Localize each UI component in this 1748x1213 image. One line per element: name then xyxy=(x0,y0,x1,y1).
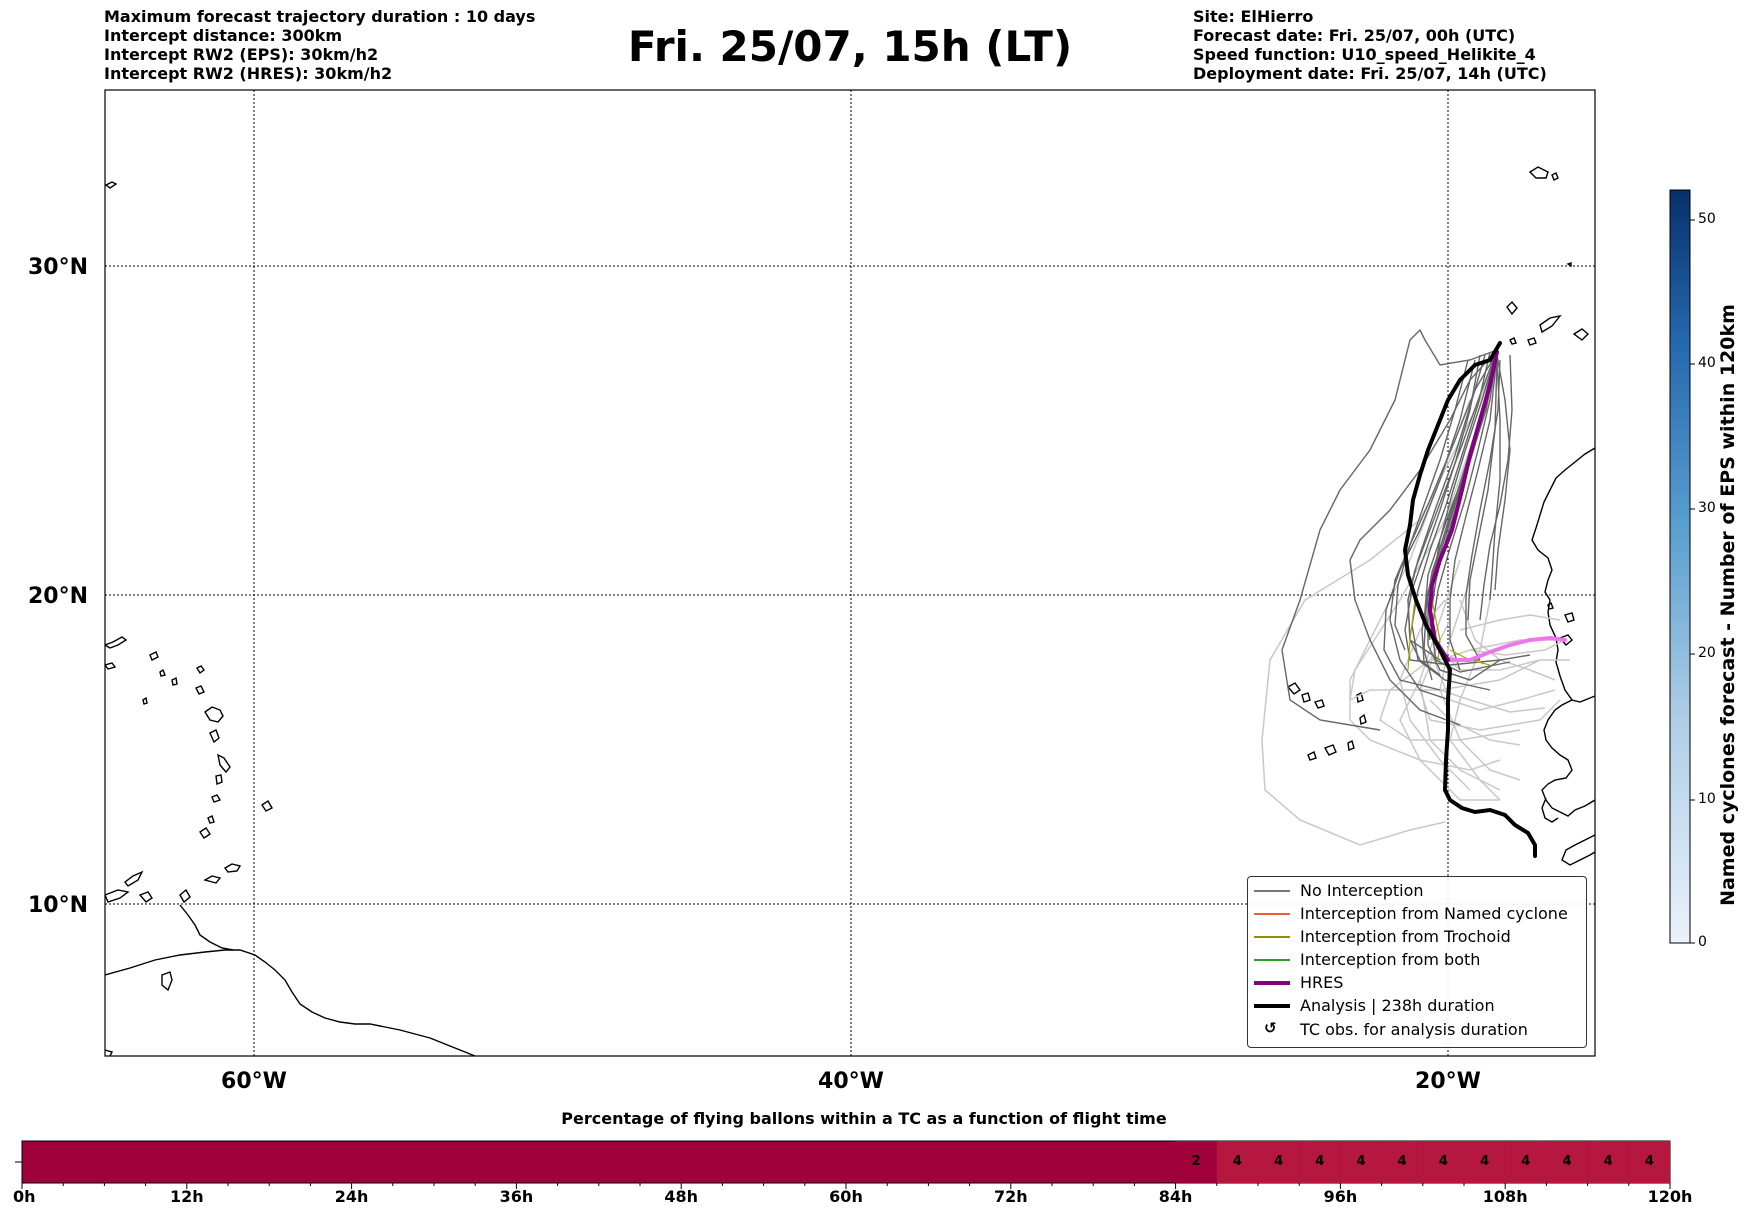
legend-item: Interception from Named cyclone xyxy=(1248,903,1586,925)
lon-label-60w: 60°W xyxy=(221,1069,287,1094)
colorbar-title: Named cyclones forecast - Number of EPS … xyxy=(1717,304,1739,906)
analysis-trajectory xyxy=(1402,341,1537,858)
graticule xyxy=(105,90,1595,1056)
timeline-segment-value: 4 xyxy=(1356,1154,1366,1169)
timeline-hour-label: 36h xyxy=(499,1187,534,1206)
colorbar-tick-label: 20 xyxy=(1698,645,1716,661)
coastline xyxy=(105,166,1595,1056)
colorbar-tick-label: 10 xyxy=(1698,791,1716,807)
timeline-segment xyxy=(1628,1141,1670,1183)
timeline-hour-label: 12h xyxy=(169,1187,204,1206)
legend-label: HRES xyxy=(1300,973,1344,992)
colorbar-tick-label: 40 xyxy=(1698,355,1716,371)
lon-label-40w: 40°W xyxy=(818,1069,884,1094)
timeline-segment-value: 4 xyxy=(1603,1154,1613,1169)
legend-label: No Interception xyxy=(1300,881,1424,900)
hres-trajectory-extended xyxy=(1446,635,1567,662)
colorbar xyxy=(1669,189,1691,944)
run-info-right: Site: ElHierro Forecast date: Fri. 25/07… xyxy=(1193,7,1547,83)
legend-label: Interception from Trochoid xyxy=(1300,927,1511,946)
lat-label-30n: 30°N xyxy=(28,255,88,280)
timeline-segment xyxy=(1505,1141,1547,1183)
trajectories-no-interception xyxy=(1281,328,1531,731)
legend-label: Analysis | 238h duration xyxy=(1300,996,1495,1015)
timeline-segment-value: 4 xyxy=(1397,1154,1407,1169)
map-legend: No Interception Interception from Named … xyxy=(1247,876,1587,1048)
timeline-hour-label: 24h xyxy=(334,1187,369,1206)
lat-label-10n: 10°N xyxy=(28,893,88,918)
timeline-segment xyxy=(1258,1141,1300,1183)
colorbar-ticks xyxy=(1690,219,1695,944)
timeline-hour-label: 0h xyxy=(12,1187,36,1206)
info-line: Intercept distance: 300km xyxy=(104,26,343,45)
timeline-segment-value: 4 xyxy=(1438,1154,1448,1169)
legend-swatch xyxy=(1254,959,1290,961)
timeline-title: Percentage of flying ballons within a TC… xyxy=(561,1109,1167,1128)
timeline-segment xyxy=(1175,1141,1217,1183)
cyclone-icon: ↺ xyxy=(1264,1019,1277,1037)
info-line: Intercept RW2 (HRES): 30km/h2 xyxy=(104,64,393,83)
info-line: Maximum forecast trajectory duration : 1… xyxy=(104,7,536,26)
info-line: Site: ElHierro xyxy=(1193,7,1314,26)
legend-item: Analysis | 238h duration xyxy=(1248,995,1586,1017)
timeline-segment xyxy=(1381,1141,1423,1183)
timeline-hour-label: 48h xyxy=(664,1187,699,1206)
timeline-segment-value: 4 xyxy=(1562,1154,1572,1169)
timeline-hour-label: 60h xyxy=(829,1187,863,1206)
timeline-segment-value: 2 xyxy=(1191,1154,1201,1169)
info-line: Deployment date: Fri. 25/07, 14h (UTC) xyxy=(1193,64,1547,83)
timeline-ticks xyxy=(21,1183,1671,1189)
info-line: Forecast date: Fri. 25/07, 00h (UTC) xyxy=(1193,26,1516,45)
legend-item: No Interception xyxy=(1248,880,1586,902)
legend-item: HRES xyxy=(1248,972,1586,994)
timeline-segment-value: 4 xyxy=(1521,1154,1531,1169)
legend-swatch xyxy=(1254,890,1290,892)
timeline-segment-value: 4 xyxy=(1480,1154,1490,1169)
timeline-segment xyxy=(1340,1141,1382,1183)
run-info-left: Maximum forecast trajectory duration : 1… xyxy=(104,7,535,83)
legend-label: Interception from Named cyclone xyxy=(1300,904,1568,923)
timeline-segment xyxy=(1422,1141,1464,1183)
colorbar-tick-label: 0 xyxy=(1698,934,1707,950)
legend-label: Interception from both xyxy=(1300,950,1481,969)
legend-item: Interception from Trochoid xyxy=(1248,926,1586,948)
legend-swatch xyxy=(1254,981,1290,985)
timeline-hour-label: 120h xyxy=(1647,1187,1693,1206)
info-line: Speed function: U10_speed_Helikite_4 xyxy=(1193,45,1536,64)
legend-swatch xyxy=(1254,936,1290,938)
info-line: Intercept RW2 (EPS): 30km/h2 xyxy=(104,45,379,64)
timeline-segment xyxy=(1299,1141,1341,1183)
timeline-segment-value: 4 xyxy=(1644,1154,1654,1169)
timeline-segment-value: 4 xyxy=(1315,1154,1325,1169)
legend-label: TC obs. for analysis duration xyxy=(1300,1020,1528,1039)
colorbar-tick-label: 50 xyxy=(1698,211,1716,227)
timeline-hour-label: 108h xyxy=(1482,1187,1528,1206)
timeline-segment xyxy=(1587,1141,1629,1183)
timeline-segment xyxy=(1464,1141,1506,1183)
legend-item: Interception from both xyxy=(1248,949,1586,971)
legend-swatch xyxy=(1254,913,1290,915)
timeline-segment xyxy=(1546,1141,1588,1183)
timeline-segment-value: 4 xyxy=(1232,1154,1242,1169)
legend-item: ↺ TC obs. for analysis duration xyxy=(1248,1019,1586,1041)
lon-label-20w: 20°W xyxy=(1415,1069,1481,1094)
hres-trajectory xyxy=(1427,350,1499,662)
timeline-segments xyxy=(1175,1141,1670,1183)
lat-label-20n: 20°N xyxy=(28,584,88,609)
timeline-hour-label: 96h xyxy=(1323,1187,1358,1206)
timeline-segment-value: 4 xyxy=(1274,1154,1284,1169)
legend-swatch xyxy=(1254,1004,1290,1008)
page-title: Fri. 25/07, 15h (LT) xyxy=(627,22,1073,71)
colorbar-tick-label: 30 xyxy=(1698,500,1716,516)
timeline-hour-label: 72h xyxy=(993,1187,1028,1206)
timeline-hour-label: 84h xyxy=(1158,1187,1193,1206)
timeline-segment xyxy=(1216,1141,1258,1183)
